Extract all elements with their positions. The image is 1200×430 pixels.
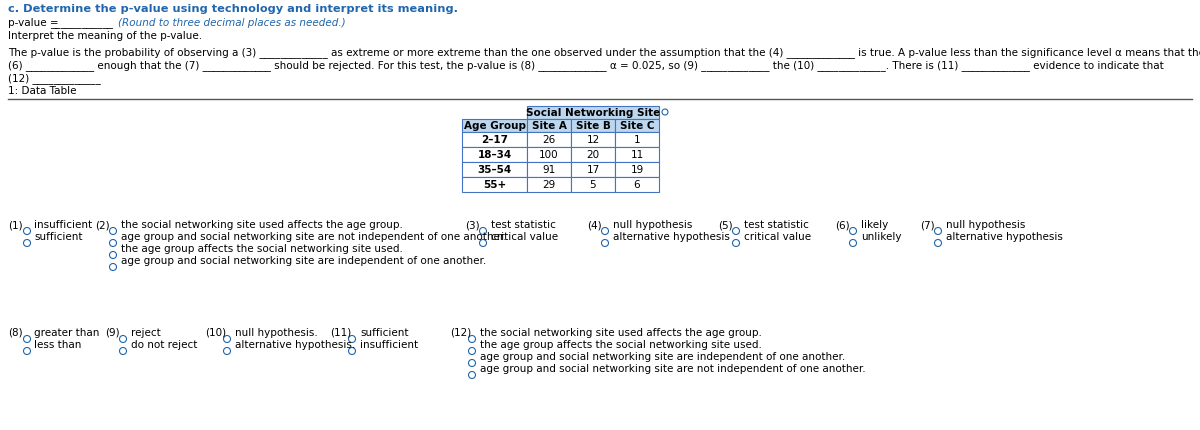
Text: Site B: Site B xyxy=(576,121,611,131)
Text: sufficient: sufficient xyxy=(34,231,83,241)
Bar xyxy=(571,133,616,147)
Text: 35–54: 35–54 xyxy=(478,165,511,175)
Text: do not reject: do not reject xyxy=(131,339,197,349)
Text: (Round to three decimal places as needed.): (Round to three decimal places as needed… xyxy=(118,18,346,28)
Text: 1: 1 xyxy=(634,135,641,144)
Text: 2–17: 2–17 xyxy=(481,135,508,144)
Text: Interpret the meaning of the p-value.: Interpret the meaning of the p-value. xyxy=(8,31,202,41)
Bar xyxy=(527,120,571,133)
Text: The p-value is the probability of observing a (3) _____________ as extreme or mo: The p-value is the probability of observ… xyxy=(8,47,1200,58)
Text: age group and social networking site are independent of one another.: age group and social networking site are… xyxy=(121,255,486,265)
Text: Age Group: Age Group xyxy=(463,121,526,131)
Text: (6) _____________ enough that the (7) _____________ should be rejected. For this: (6) _____________ enough that the (7) __… xyxy=(8,60,1164,71)
Text: age group and social networking site are not independent of one another.: age group and social networking site are… xyxy=(121,231,506,241)
Text: alternative hypothesis.: alternative hypothesis. xyxy=(235,339,355,349)
Text: Social Networking Site: Social Networking Site xyxy=(526,108,660,118)
Bar xyxy=(462,163,527,178)
Bar xyxy=(527,133,571,147)
Text: age group and social networking site are independent of one another.: age group and social networking site are… xyxy=(480,351,845,361)
Text: (1): (1) xyxy=(8,219,23,230)
Text: (6): (6) xyxy=(835,219,850,230)
Bar xyxy=(571,163,616,178)
Text: Site A: Site A xyxy=(532,121,566,131)
Text: critical value: critical value xyxy=(491,231,558,241)
Text: 1: Data Table: 1: Data Table xyxy=(8,86,77,96)
Text: 18–34: 18–34 xyxy=(478,150,511,160)
Text: 12: 12 xyxy=(587,135,600,144)
Text: alternative hypothesis: alternative hypothesis xyxy=(946,231,1063,241)
Text: (10): (10) xyxy=(205,327,226,337)
Bar xyxy=(571,147,616,163)
Bar xyxy=(527,107,659,120)
Text: (12) _____________: (12) _____________ xyxy=(8,73,101,84)
Bar xyxy=(527,178,571,193)
Bar xyxy=(616,178,659,193)
Bar xyxy=(616,147,659,163)
Text: (7): (7) xyxy=(920,219,935,230)
Text: (11): (11) xyxy=(330,327,352,337)
Text: p-value =: p-value = xyxy=(8,18,62,28)
Bar xyxy=(616,133,659,147)
Text: unlikely: unlikely xyxy=(862,231,901,241)
Text: critical value: critical value xyxy=(744,231,811,241)
Text: alternative hypothesis: alternative hypothesis xyxy=(613,231,730,241)
Text: 17: 17 xyxy=(587,165,600,175)
Text: (3): (3) xyxy=(466,219,480,230)
Text: the social networking site used affects the age group.: the social networking site used affects … xyxy=(480,327,762,337)
Bar xyxy=(527,163,571,178)
Bar xyxy=(571,178,616,193)
Text: test statistic: test statistic xyxy=(491,219,556,230)
Bar xyxy=(462,120,527,133)
Text: insufficient: insufficient xyxy=(34,219,92,230)
Text: 5: 5 xyxy=(589,180,596,190)
Bar xyxy=(527,147,571,163)
Text: the age group affects the social networking site used.: the age group affects the social network… xyxy=(121,243,403,253)
Text: insufficient: insufficient xyxy=(360,339,418,349)
Text: Site C: Site C xyxy=(619,121,654,131)
Bar xyxy=(462,178,527,193)
Text: likely: likely xyxy=(862,219,888,230)
Text: the social networking site used affects the age group.: the social networking site used affects … xyxy=(121,219,403,230)
Text: null hypothesis.: null hypothesis. xyxy=(235,327,318,337)
Bar xyxy=(462,147,527,163)
Text: 91: 91 xyxy=(542,165,556,175)
Text: 6: 6 xyxy=(634,180,641,190)
Text: 55+: 55+ xyxy=(482,180,506,190)
Text: less than: less than xyxy=(34,339,82,349)
Text: (2): (2) xyxy=(95,219,109,230)
Text: greater than: greater than xyxy=(34,327,100,337)
Text: 20: 20 xyxy=(587,150,600,160)
Text: 100: 100 xyxy=(539,150,559,160)
Bar xyxy=(616,163,659,178)
Bar xyxy=(616,120,659,133)
Text: 26: 26 xyxy=(542,135,556,144)
Text: (12): (12) xyxy=(450,327,472,337)
Text: c. Determine the p-value using technology and interpret its meaning.: c. Determine the p-value using technolog… xyxy=(8,4,458,14)
Bar xyxy=(571,120,616,133)
Text: 29: 29 xyxy=(542,180,556,190)
Text: null hypothesis: null hypothesis xyxy=(613,219,692,230)
Text: test statistic: test statistic xyxy=(744,219,809,230)
Text: (5): (5) xyxy=(718,219,733,230)
Text: 11: 11 xyxy=(630,150,643,160)
Text: ____________: ____________ xyxy=(50,19,113,29)
Text: (4): (4) xyxy=(587,219,601,230)
Text: (8): (8) xyxy=(8,327,23,337)
Text: sufficient: sufficient xyxy=(360,327,408,337)
Text: (9): (9) xyxy=(106,327,120,337)
Text: the age group affects the social networking site used.: the age group affects the social network… xyxy=(480,339,762,349)
Text: reject: reject xyxy=(131,327,161,337)
Text: null hypothesis: null hypothesis xyxy=(946,219,1025,230)
Text: age group and social networking site are not independent of one another.: age group and social networking site are… xyxy=(480,363,865,373)
Bar xyxy=(462,133,527,147)
Text: 19: 19 xyxy=(630,165,643,175)
